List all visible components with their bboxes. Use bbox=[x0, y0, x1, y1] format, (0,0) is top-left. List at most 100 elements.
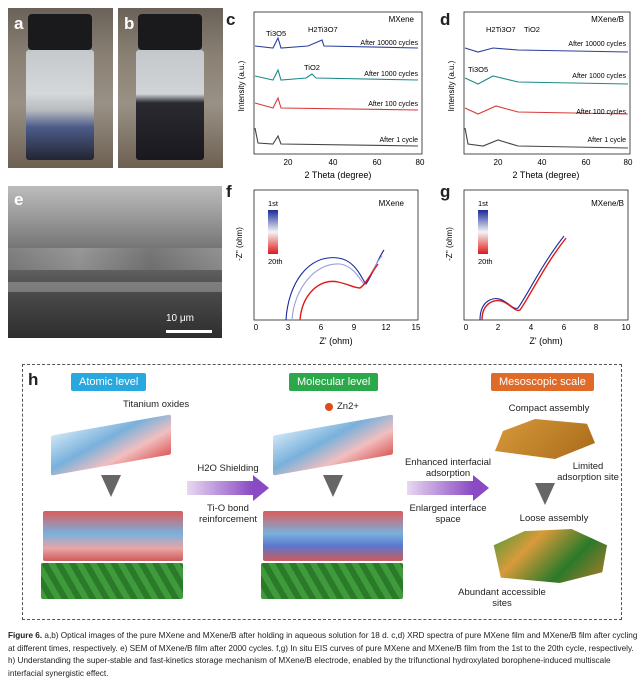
chart-c-title: MXene bbox=[389, 15, 415, 24]
chart-c-curve-1000 bbox=[254, 68, 419, 81]
figure-caption: Figure 6. a,b) Optical images of the pur… bbox=[8, 630, 638, 680]
arrow-right-2 bbox=[407, 481, 473, 495]
chart-d-peak-tio2: TiO2 bbox=[524, 25, 540, 34]
chart-f-colorbar-1st: 1st bbox=[268, 199, 279, 208]
caption-text: a,b) Optical images of the pure MXene an… bbox=[8, 631, 638, 678]
label-abundant: Abundant accessible sites bbox=[458, 587, 546, 609]
atomic-lattice-bottom bbox=[43, 511, 183, 561]
panel-label-e: e bbox=[14, 190, 24, 209]
chart-g-xtick-8: 8 bbox=[594, 323, 599, 332]
chart-c-xtick-20: 20 bbox=[284, 158, 293, 167]
panel-label-a: a bbox=[14, 14, 24, 33]
chart-g-curve-20th bbox=[481, 237, 567, 321]
chart-d-xtick-80: 80 bbox=[624, 158, 633, 167]
chart-d-title: MXene/B bbox=[591, 15, 624, 24]
chart-c-xtick-80: 80 bbox=[416, 158, 425, 167]
chart-d-frame bbox=[463, 11, 631, 155]
label-compact: Compact assembly bbox=[508, 403, 590, 414]
chart-c-ylabel: Intensity (a.u.) bbox=[237, 60, 246, 111]
chart-d-curve-1 bbox=[464, 127, 629, 149]
label-loose: Loose assembly bbox=[519, 513, 589, 524]
sem-image-e bbox=[8, 186, 222, 338]
molecular-lattice-top bbox=[273, 414, 393, 476]
chart-g-ylabel: -Z'' (ohm) bbox=[445, 227, 454, 261]
scale-bar-e bbox=[166, 330, 212, 333]
loose-assembly-shape bbox=[493, 529, 607, 583]
chart-f-xtick-15: 15 bbox=[412, 323, 421, 332]
chart-d-label-100: After 100 cycles bbox=[576, 109, 626, 116]
photo-a-vial bbox=[8, 8, 113, 168]
chart-c-label-1: After 1 cycle bbox=[379, 137, 418, 144]
arrow-right-2-head bbox=[473, 475, 489, 501]
chart-g-colorbar-20th: 20th bbox=[478, 257, 493, 266]
schematic-h-frame: Atomic level Molecular level Mesoscopic … bbox=[22, 364, 622, 620]
label-enhanced: Enhanced interfacial adsorption bbox=[404, 457, 492, 479]
chart-g-xtick-0: 0 bbox=[464, 323, 469, 332]
scale-bar-label: 10 μm bbox=[166, 313, 194, 324]
chart-c: Intensity (a.u.) MXene Ti3O5 H2Ti3O7 TiO… bbox=[237, 11, 425, 180]
chart-f-xtick-12: 12 bbox=[382, 323, 391, 332]
label-enlarged: Enlarged interface space bbox=[409, 503, 487, 525]
chart-d-curve-10000 bbox=[464, 47, 629, 53]
header-atomic-level: Atomic level bbox=[71, 373, 147, 391]
chart-d-peak-h2ti3o7: H2Ti3O7 bbox=[486, 25, 516, 34]
borophene-layer-2 bbox=[261, 563, 403, 599]
chart-f-xlabel: Z' (ohm) bbox=[319, 336, 352, 346]
header-molecular-level: Molecular level bbox=[289, 373, 379, 391]
compact-assembly-shape bbox=[495, 419, 595, 459]
chart-c-curve-1 bbox=[254, 127, 419, 147]
chart-d-xtick-60: 60 bbox=[582, 158, 591, 167]
arrow-down-2 bbox=[323, 475, 343, 497]
chart-d-xtick-20: 20 bbox=[494, 158, 503, 167]
chart-d-curve-1000 bbox=[464, 75, 629, 85]
chart-c-label-100: After 100 cycles bbox=[368, 101, 418, 108]
chart-d-ylabel: Intensity (a.u.) bbox=[447, 60, 456, 111]
chart-c-curve-10000 bbox=[254, 36, 419, 49]
chart-f-xtick-0: 0 bbox=[254, 323, 259, 332]
label-h2o-shielding: H2O Shielding bbox=[197, 463, 259, 474]
chart-g-xtick-6: 6 bbox=[562, 323, 567, 332]
arrow-down-1 bbox=[101, 475, 121, 497]
label-zn: Zn2+ bbox=[337, 401, 359, 412]
panel-label-d: d bbox=[440, 10, 451, 29]
chart-c-label-10000: After 10000 cycles bbox=[360, 40, 418, 47]
chart-f-curve-20th bbox=[299, 263, 379, 321]
photo-b-vial bbox=[118, 8, 223, 168]
chart-c-xlabel: 2 Theta (degree) bbox=[305, 170, 372, 180]
chart-d-label-10000: After 10000 cycles bbox=[568, 41, 626, 48]
panel-label-f: f bbox=[226, 182, 232, 201]
chart-f-title: MXene bbox=[379, 199, 405, 208]
chart-g-xtick-10: 10 bbox=[622, 323, 631, 332]
chart-g-xlabel: Z' (ohm) bbox=[529, 336, 562, 346]
arrow-down-3 bbox=[535, 483, 555, 505]
caption-label: Figure 6. bbox=[8, 631, 43, 640]
arrow-right-1-head bbox=[253, 475, 269, 501]
chart-f-xtick-6: 6 bbox=[319, 323, 324, 332]
chart-c-peak-tio2: TiO2 bbox=[304, 63, 320, 72]
chart-f-curve-1st bbox=[285, 249, 385, 321]
panel-label-h: h bbox=[28, 370, 39, 389]
chart-g-colorbar bbox=[478, 210, 488, 254]
chart-g-title: MXene/B bbox=[591, 199, 624, 208]
chart-d-xlabel: 2 Theta (degree) bbox=[513, 170, 580, 180]
arrow-right-1 bbox=[187, 481, 253, 495]
chart-d-label-1: After 1 cycle bbox=[587, 137, 626, 144]
chart-c-xtick-60: 60 bbox=[373, 158, 382, 167]
chart-d-peak-ti3o5: Ti3O5 bbox=[468, 65, 488, 74]
chart-g-frame bbox=[463, 189, 629, 321]
chart-f-colorbar bbox=[268, 210, 278, 254]
chart-c-frame bbox=[253, 11, 423, 155]
chart-g-xtick-2: 2 bbox=[496, 323, 501, 332]
chart-c-xtick-40: 40 bbox=[329, 158, 338, 167]
panel-label-b: b bbox=[124, 14, 135, 33]
label-limited: Limited adsorption site bbox=[557, 461, 619, 483]
chart-g-xtick-4: 4 bbox=[529, 323, 534, 332]
borophene-layer-1 bbox=[41, 563, 183, 599]
chart-f-xtick-3: 3 bbox=[286, 323, 291, 332]
chart-d-label-1000: After 1000 cycles bbox=[572, 73, 626, 80]
chart-d: Intensity (a.u.) MXene/B H2Ti3O7 TiO2 Ti… bbox=[447, 11, 633, 180]
chart-d-curve-100 bbox=[464, 105, 629, 115]
chart-d-xtick-40: 40 bbox=[538, 158, 547, 167]
chart-c-peak-ti3o5: Ti3O5 bbox=[266, 29, 286, 38]
label-tio-bond: Ti-O bond reinforcement bbox=[198, 503, 258, 525]
